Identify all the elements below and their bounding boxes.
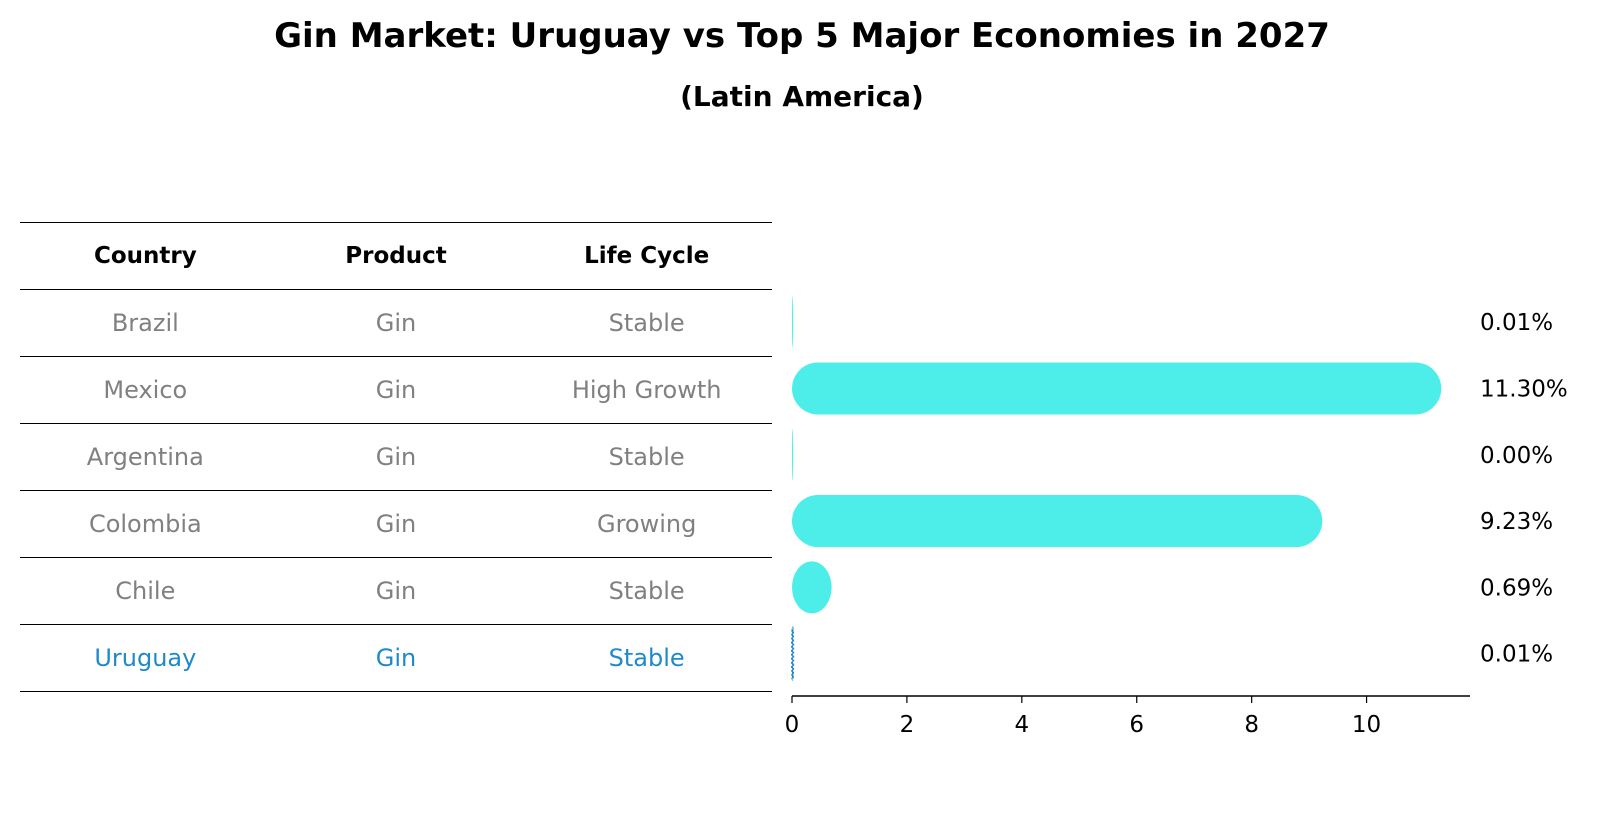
bar-colombia [792,495,1323,548]
table-row: Brazil Gin Stable [20,289,772,357]
table-row-highlighted: Uruguay Gin Stable [20,624,772,692]
chart-title: Gin Market: Uruguay vs Top 5 Major Econo… [274,16,1330,56]
bar-chile [792,561,832,614]
cell-life-cycle: Stable [521,423,772,491]
x-tick-label: 4 [1015,712,1030,738]
cell-life-cycle: Stable [521,624,772,692]
data-table: Country Product Life Cycle Brazil Gin St… [20,222,772,692]
cell-product: Gin [270,356,522,424]
cell-country: Argentina [20,423,271,491]
bars-group [791,296,1442,681]
cell-country: Brazil [20,289,271,357]
header-product: Product [270,222,522,290]
cell-country: Colombia [20,490,271,558]
value-label-mexico: 11.30% [1480,376,1568,402]
header-life-cycle: Life Cycle [521,222,772,290]
bar-uruguay [791,626,795,681]
bar-brazil [792,296,794,349]
value-label-argentina: 0.00% [1480,443,1553,469]
cell-life-cycle: Stable [521,289,772,357]
cell-life-cycle: High Growth [521,356,772,424]
table-row: Chile Gin Stable [20,557,772,625]
table-header-row: Country Product Life Cycle [20,222,772,290]
cell-product: Gin [270,557,522,625]
cell-product: Gin [270,289,522,357]
x-tick-label: 8 [1244,712,1259,738]
value-label-uruguay: 0.01% [1480,642,1553,668]
header-country: Country [20,222,271,290]
x-tick-label: 6 [1129,712,1144,738]
cell-life-cycle: Growing [521,490,772,558]
value-label-colombia: 9.23% [1480,509,1553,535]
x-tick-label: 2 [900,712,915,738]
x-tick-label: 0 [785,712,800,738]
x-tick-label: 10 [1352,712,1381,738]
value-label-chile: 0.69% [1480,575,1553,601]
bar-mexico [792,362,1442,415]
chart-subtitle: (Latin America) [680,80,924,113]
cell-life-cycle: Stable [521,557,772,625]
cell-country: Uruguay [20,624,271,692]
value-labels-group: 0.01% 11.30% 0.00% 9.23% 0.69% 0.01% [1480,310,1568,668]
cell-country: Mexico [20,356,271,424]
table-row: Colombia Gin Growing [20,490,772,558]
cell-product: Gin [270,624,522,692]
cell-product: Gin [270,490,522,558]
value-label-brazil: 0.01% [1480,310,1553,336]
cell-country: Chile [20,557,271,625]
table-row: Argentina Gin Stable [20,423,772,491]
bar-argentina [792,428,794,481]
x-axis: 0 2 4 6 8 10 [785,695,1470,738]
table-row: Mexico Gin High Growth [20,356,772,424]
cell-product: Gin [270,423,522,491]
